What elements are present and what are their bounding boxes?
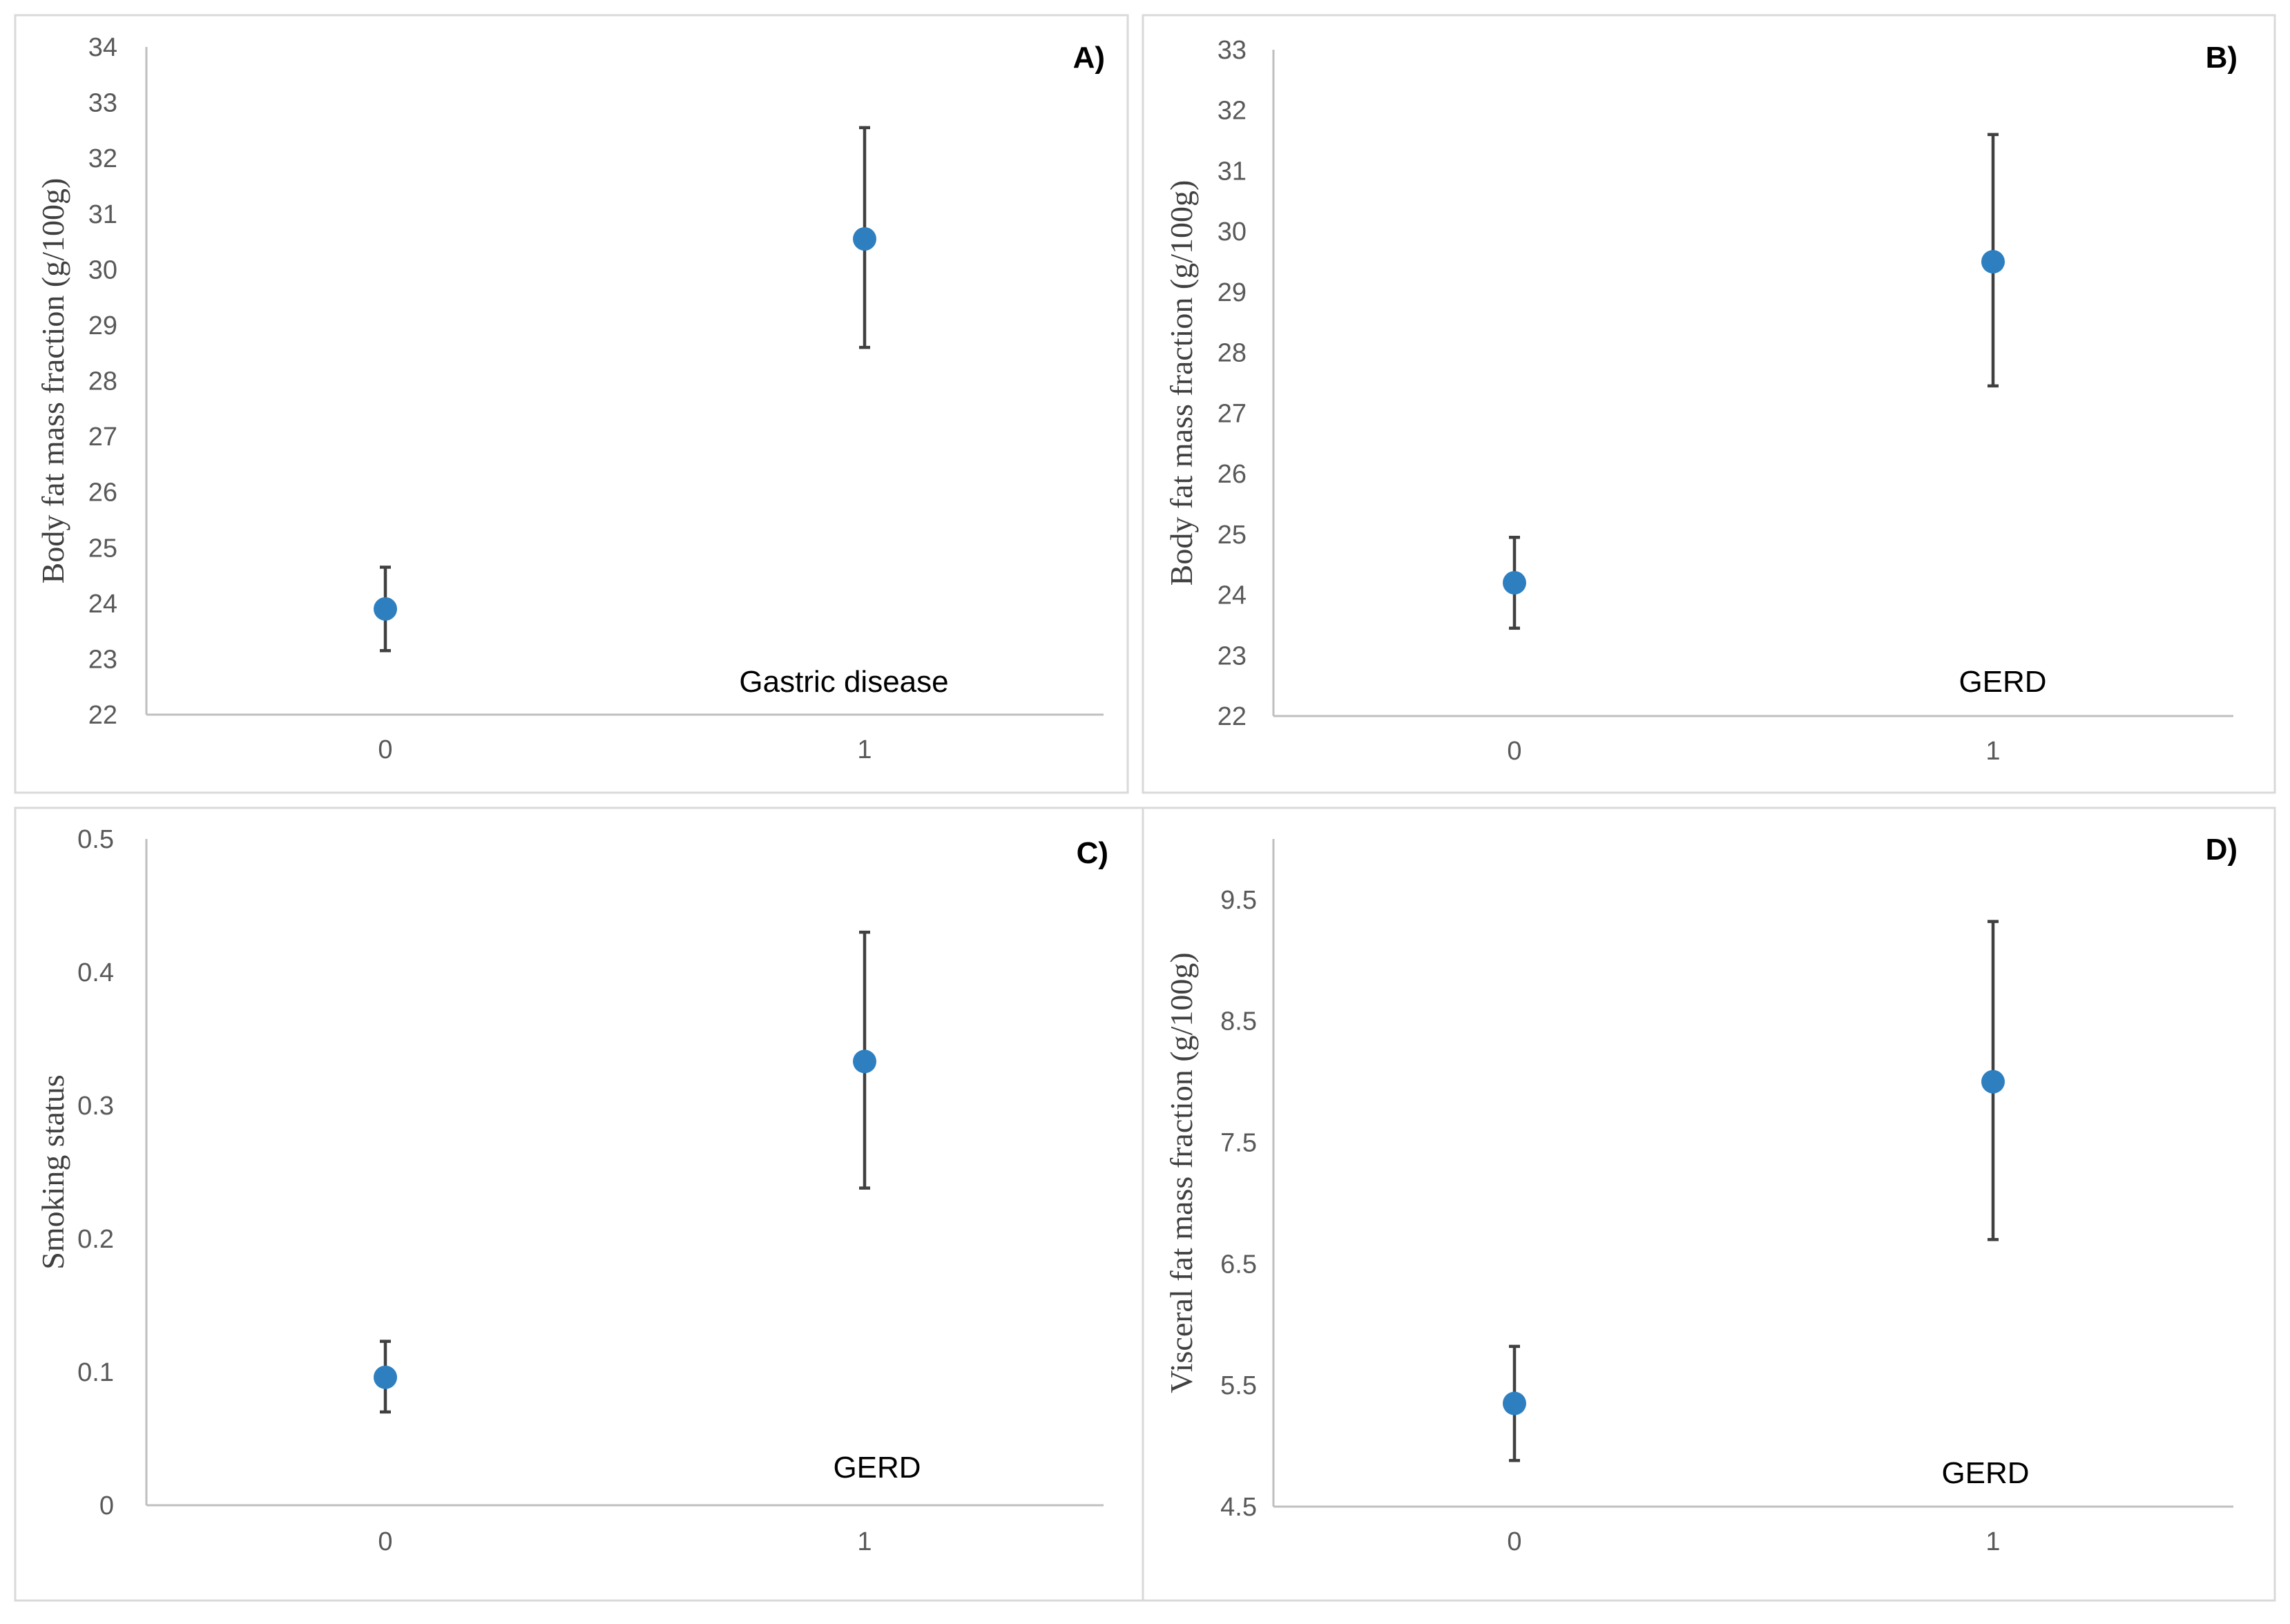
y-tick-label: 0.2 — [77, 1225, 114, 1254]
x-tick-label: 1 — [1985, 737, 2000, 766]
x-axis-title: GERD — [1959, 665, 2046, 699]
panel-tag: D) — [2206, 833, 2238, 867]
panel-tag: C) — [1077, 836, 1108, 870]
data-point — [374, 597, 397, 621]
y-tick-label: 6.5 — [1220, 1250, 1257, 1279]
y-tick-label: 25 — [88, 534, 117, 563]
x-tick-label: 0 — [378, 735, 392, 764]
y-tick-label: 23 — [1218, 641, 1247, 670]
x-tick-label: 0 — [1507, 737, 1521, 766]
x-tick-label: 0 — [378, 1527, 392, 1556]
y-tick-label: 29 — [88, 311, 117, 340]
y-axis-title: Body fat mass fraction (g/100g) — [1164, 180, 1199, 586]
x-tick-label: 1 — [1985, 1527, 2000, 1556]
y-tick-label: 32 — [1218, 97, 1247, 126]
y-tick-label: 0.3 — [77, 1092, 114, 1121]
panel-tag: A) — [1073, 41, 1105, 75]
panel-border — [1142, 14, 2276, 794]
y-tick-label: 26 — [1218, 460, 1247, 489]
y-tick-label: 28 — [88, 367, 117, 396]
y-tick-label: 9.5 — [1220, 886, 1257, 915]
y-tick-label: 30 — [1218, 218, 1247, 246]
y-tick-label: 0.5 — [77, 825, 114, 854]
x-tick-label: 0 — [1507, 1527, 1521, 1556]
y-tick-label: 24 — [88, 590, 117, 619]
y-tick-label: 33 — [88, 89, 117, 118]
panel-4: 4.5 5.5 6.5 7.5 8.5 9.5 0 1 Visceral fat mass fr… — [1142, 806, 2276, 1602]
panel-border — [1142, 806, 2276, 1602]
y-tick-label: 31 — [1218, 157, 1247, 186]
y-tick-label: 22 — [88, 701, 117, 730]
panel-2: 22 23 24 25 26 27 28 29 30 31 32 33 0 1 Body fat mass … — [1142, 14, 2276, 794]
data-point — [374, 1365, 397, 1389]
y-tick-label: 0.4 — [77, 958, 114, 987]
panel-tag: B) — [2206, 41, 2238, 75]
y-tick-label: 27 — [88, 423, 117, 452]
y-tick-label: 29 — [1218, 278, 1247, 307]
y-tick-label: 23 — [88, 645, 117, 674]
x-axis-title: GERD — [833, 1451, 921, 1485]
panel-border — [14, 806, 1144, 1602]
y-tick-label: 8.5 — [1220, 1007, 1257, 1036]
y-tick-label: 24 — [1218, 581, 1247, 610]
x-tick-label: 1 — [857, 735, 872, 764]
y-tick-label: 28 — [1218, 339, 1247, 368]
y-tick-label: 0.1 — [77, 1358, 114, 1387]
y-axis-title: Visceral fat mass fraction (g/100g) — [1164, 952, 1199, 1393]
y-tick-label: 25 — [1218, 521, 1247, 550]
y-axis-title: Body fat mass fraction (g/100g) — [35, 178, 70, 584]
y-tick-label: 34 — [88, 33, 117, 62]
data-point — [1503, 571, 1526, 594]
y-tick-label: 22 — [1218, 702, 1247, 731]
y-tick-label: 31 — [88, 200, 117, 229]
y-tick-label: 30 — [88, 255, 117, 284]
data-point — [1503, 1391, 1526, 1415]
data-point — [853, 227, 876, 251]
data-point — [853, 1050, 876, 1074]
y-tick-label: 7.5 — [1220, 1129, 1257, 1158]
y-tick-label: 0 — [99, 1491, 114, 1520]
x-axis-title: Gastric disease — [739, 665, 948, 699]
data-point — [1981, 1070, 2005, 1094]
y-tick-label: 32 — [88, 144, 117, 173]
x-axis-title: GERD — [1941, 1456, 2029, 1490]
y-tick-label: 27 — [1218, 399, 1247, 428]
panel-3: 0 0.1 0.2 0.3 0.4 0.5 0 1 Smoking status C) GERD — [14, 806, 1144, 1602]
x-tick-label: 1 — [857, 1527, 872, 1556]
panel-1: 22 23 24 25 26 27 28 29 30 31 32 33 34 0 1 Body fat mas… — [14, 14, 1129, 794]
data-point — [1981, 250, 2005, 274]
y-tick-label: 4.5 — [1220, 1493, 1257, 1522]
y-axis-title: Smoking status — [35, 1074, 70, 1269]
panel-border — [14, 14, 1129, 794]
y-tick-label: 33 — [1218, 36, 1247, 65]
y-tick-label: 26 — [88, 478, 117, 508]
y-tick-label: 5.5 — [1220, 1371, 1257, 1400]
